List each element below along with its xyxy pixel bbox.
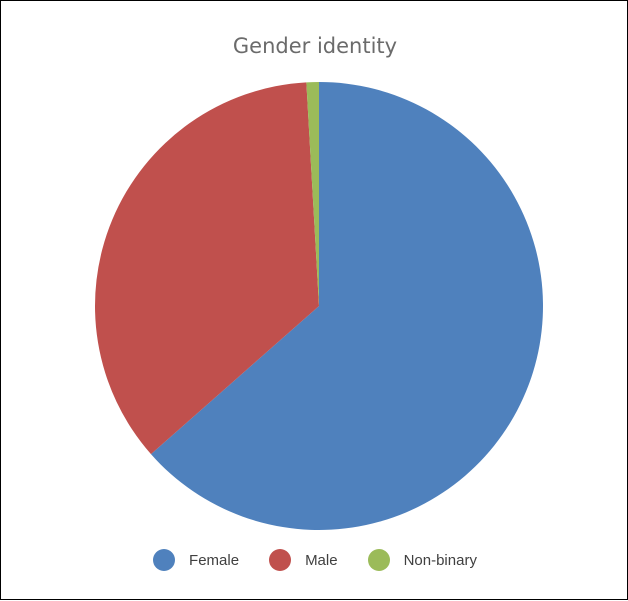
legend-swatch-male bbox=[269, 549, 292, 571]
legend-label-male: Male bbox=[305, 551, 338, 569]
chart-title: Gender identity bbox=[232, 34, 398, 58]
pie-slice-male bbox=[95, 82, 319, 455]
legend-swatch-non-binary bbox=[367, 549, 390, 571]
legend-item-non-binary: Non-binary bbox=[367, 549, 477, 571]
pie-slice-non-binary bbox=[306, 82, 319, 306]
pie-slices bbox=[95, 82, 543, 530]
legend-item-female: Female bbox=[153, 549, 239, 571]
legend-label-female: Female bbox=[189, 551, 240, 569]
pie-slice-female bbox=[150, 82, 543, 530]
legend-item-male: Male bbox=[269, 549, 338, 571]
legend-label-non-binary: Non-binary bbox=[403, 551, 477, 569]
legend: Female Male Non-binary bbox=[1, 549, 628, 571]
legend-swatch-female bbox=[153, 549, 176, 571]
